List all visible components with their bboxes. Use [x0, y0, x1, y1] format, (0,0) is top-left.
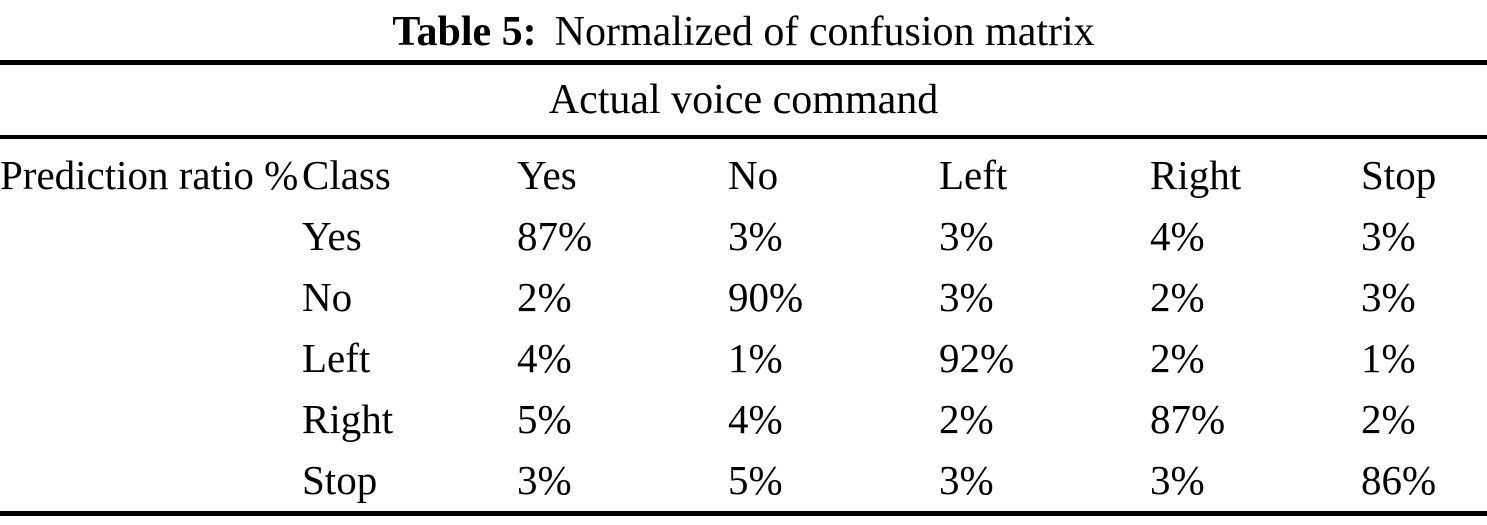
table-row: Prediction ratio % Class Yes No Left Rig… [0, 145, 1487, 206]
row-label: Yes [302, 213, 362, 259]
row-label: Left [302, 335, 371, 381]
table-cell: 2% [517, 274, 572, 320]
table-cell: 5% [517, 396, 572, 442]
table-caption: Table 5: Normalized of confusion matrix [0, 0, 1487, 60]
table-cell: 87% [1150, 396, 1226, 442]
header-rule [0, 135, 1487, 139]
table-cell: 3% [517, 457, 572, 503]
table-row: No 2% 90% 3% 2% 3% [0, 267, 1487, 328]
table-cell: 92% [939, 335, 1015, 381]
table-row: Right 5% 4% 2% 87% 2% [0, 389, 1487, 450]
table-cell: 3% [939, 213, 994, 259]
row-group-header: Prediction ratio % [0, 152, 299, 198]
column-header-no: No [728, 152, 779, 198]
confusion-matrix-table: Prediction ratio % Class Yes No Left Rig… [0, 145, 1487, 511]
bottom-rule [0, 511, 1487, 516]
table-cell: 1% [1361, 335, 1416, 381]
table-cell: 3% [1150, 457, 1205, 503]
table-row: Stop 3% 5% 3% 3% 86% [0, 450, 1487, 511]
table-cell: 2% [939, 396, 994, 442]
table-cell: 1% [728, 335, 783, 381]
table-caption-title: Normalized of confusion matrix [554, 9, 1095, 55]
table-cell: 5% [728, 457, 783, 503]
row-label: No [302, 274, 353, 320]
table-cell: 3% [1361, 213, 1416, 259]
table-cell: 3% [728, 213, 783, 259]
top-rule [0, 60, 1487, 65]
table-cell: 4% [728, 396, 783, 442]
table-cell: 2% [1150, 335, 1205, 381]
table-cell: 4% [1150, 213, 1205, 259]
table-cell: 3% [1361, 274, 1416, 320]
column-header-left: Left [939, 152, 1008, 198]
row-label: Right [302, 396, 394, 442]
table-cell: 90% [728, 274, 804, 320]
table-cell: 3% [939, 274, 994, 320]
column-header-yes: Yes [517, 152, 577, 198]
table-row: Left 4% 1% 92% 2% 1% [0, 328, 1487, 389]
table-cell: 3% [939, 457, 994, 503]
table-caption-label: Table 5: [392, 9, 537, 55]
table-cell: 86% [1361, 457, 1437, 503]
column-header-class: Class [302, 152, 391, 198]
table-cell: 4% [517, 335, 572, 381]
table-row: Yes 87% 3% 3% 4% 3% [0, 206, 1487, 267]
table-cell: 2% [1150, 274, 1205, 320]
actual-voice-command-header: Actual voice command [548, 77, 939, 123]
table-cell: 87% [517, 213, 593, 259]
column-header-stop: Stop [1361, 152, 1437, 198]
column-header-right: Right [1150, 152, 1242, 198]
row-label: Stop [302, 457, 378, 503]
table-cell: 2% [1361, 396, 1416, 442]
